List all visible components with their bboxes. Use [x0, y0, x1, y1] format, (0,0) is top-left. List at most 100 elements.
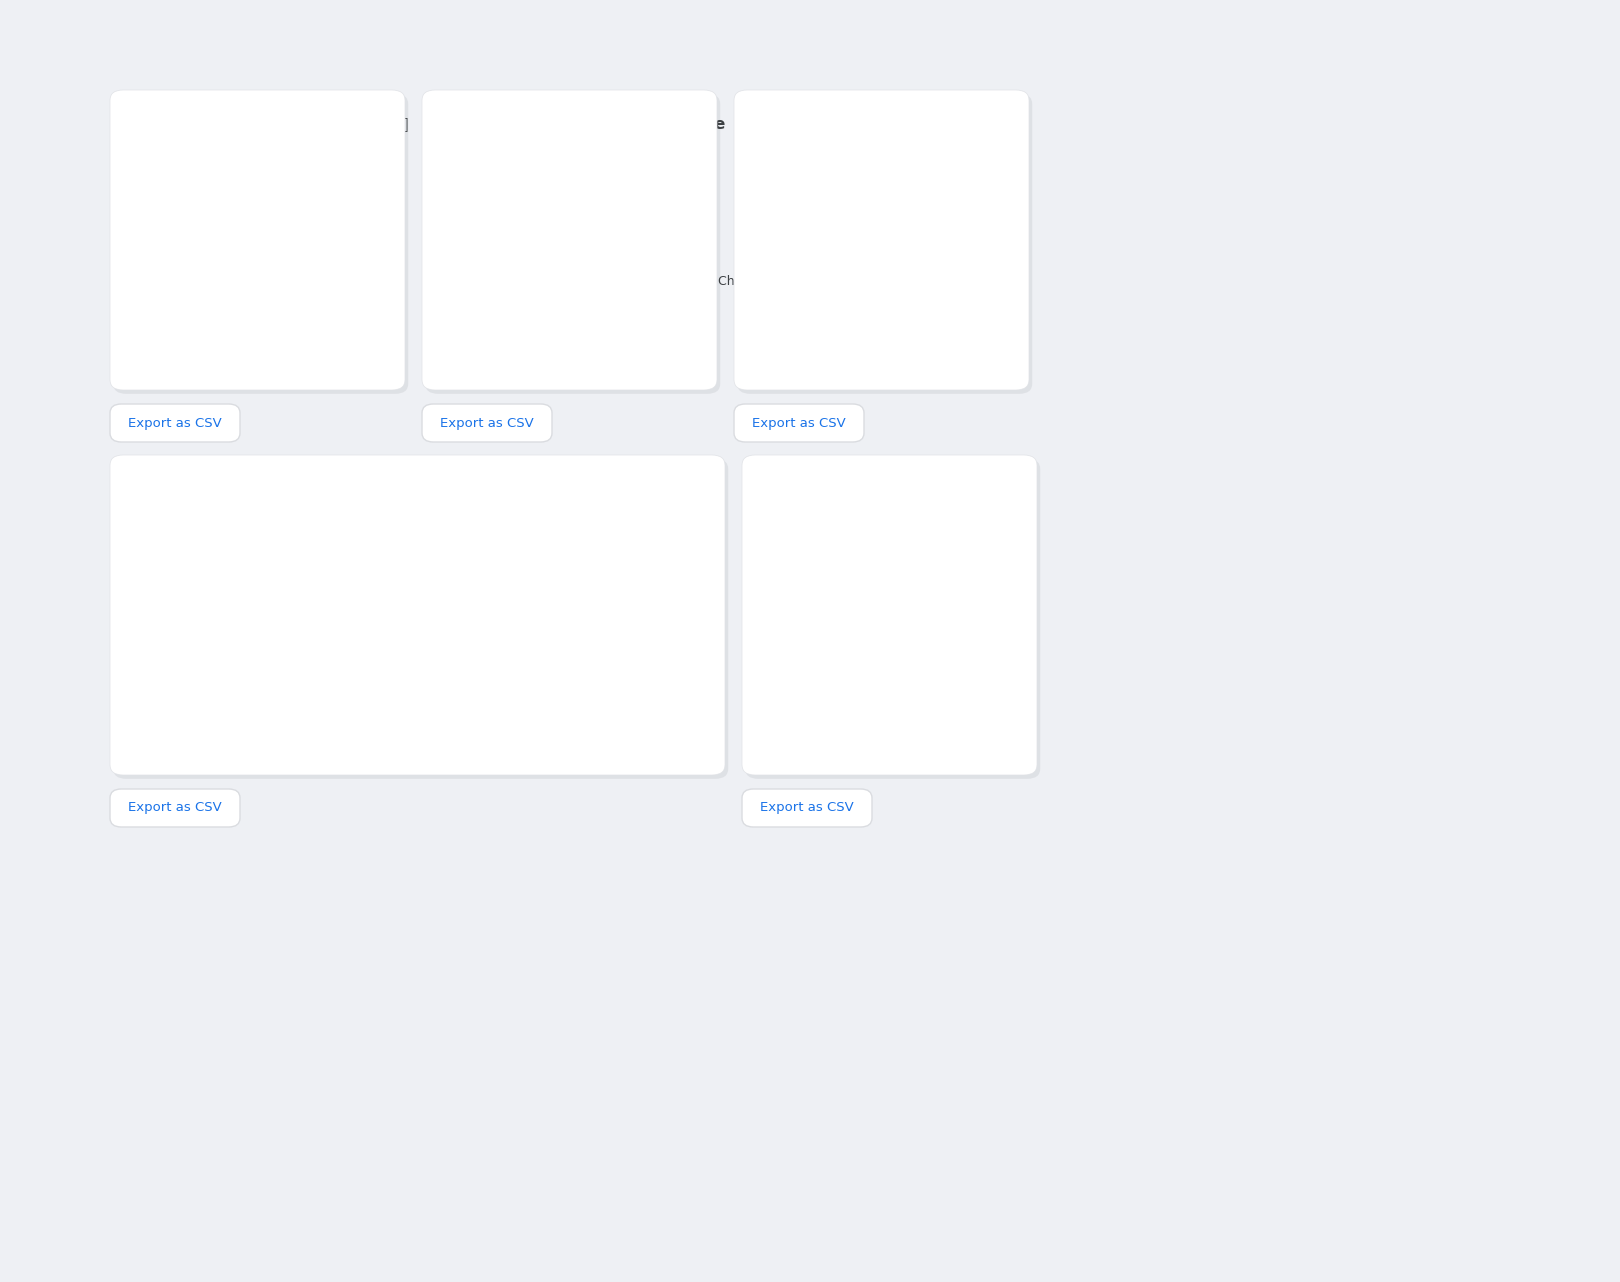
Bar [390, 687, 403, 715]
Text: June 11th 2022 to July 10th 2022: June 11th 2022 to July 10th 2022 [483, 140, 677, 153]
Bar [476, 678, 488, 715]
Bar [222, 688, 233, 715]
Text: Enabled vs Disabled  ⓘ: Enabled vs Disabled ⓘ [800, 481, 1003, 495]
Text: 20%: 20% [523, 228, 551, 241]
Bar [374, 674, 386, 688]
Bar [645, 650, 658, 715]
Text: 15%: 15% [193, 273, 220, 287]
Bar [424, 683, 437, 715]
Bar [188, 686, 199, 691]
Bar [256, 687, 267, 715]
Bar [629, 659, 640, 715]
Text: Export as CSV: Export as CSV [760, 801, 854, 814]
Text: June 11th 2022 to July 10th 2022: June 11th 2022 to July 10th 2022 [800, 504, 995, 517]
Bar [222, 681, 233, 688]
Text: 33%: 33% [881, 183, 909, 196]
Wedge shape [818, 553, 889, 617]
Text: June 11th 2022 to July 10th 2022: June 11th 2022 to July 10th 2022 [165, 504, 360, 517]
Text: 33%: 33% [570, 183, 598, 196]
Bar [238, 686, 251, 715]
Bar [272, 690, 285, 715]
Bar [595, 664, 606, 691]
Text: 20%: 20% [834, 228, 863, 241]
Bar [324, 682, 335, 695]
Bar [458, 679, 471, 715]
Bar [561, 663, 572, 687]
Text: Export as CSV: Export as CSV [441, 417, 535, 429]
Bar [794, 178, 912, 201]
Legend: Version 1, Version 2: Version 1, Version 2 [172, 736, 371, 759]
Bar [290, 691, 301, 715]
Text: 15%: 15% [505, 273, 533, 287]
Bar [170, 691, 183, 694]
Bar [170, 268, 224, 292]
Bar [510, 659, 522, 682]
Bar [526, 660, 539, 683]
Bar [204, 688, 217, 715]
Bar [442, 682, 454, 715]
Bar [238, 678, 251, 686]
Bar [476, 658, 488, 678]
Bar [483, 223, 554, 246]
Bar [663, 612, 674, 641]
Bar [611, 673, 624, 715]
Bar [595, 691, 606, 715]
Bar [794, 268, 847, 292]
Legend: Enabled, Disabled: Enabled, Disabled [787, 736, 978, 759]
Bar [272, 681, 285, 690]
Bar [408, 686, 420, 715]
Bar [290, 681, 301, 691]
Text: 32%: 32% [565, 319, 595, 332]
Bar [340, 679, 353, 692]
Text: Export as CSV: Export as CSV [752, 417, 846, 429]
Bar [577, 688, 590, 715]
Bar [306, 692, 319, 715]
Bar [577, 663, 590, 688]
Text: Weekly Users by Region  ⓘ: Weekly Users by Region ⓘ [170, 117, 408, 132]
Bar [543, 662, 556, 686]
Text: Export as CSV: Export as CSV [128, 801, 222, 814]
Bar [306, 681, 319, 692]
Text: 20%: 20% [211, 228, 238, 241]
Bar [510, 682, 522, 715]
Bar [663, 641, 674, 715]
Bar [170, 314, 285, 337]
Bar [483, 314, 596, 337]
Bar [390, 672, 403, 687]
Text: 32%: 32% [878, 319, 906, 332]
Bar [561, 687, 572, 715]
Text: 33%: 33% [258, 183, 285, 196]
Text: June 11th 2022 to July 10th 2022: June 11th 2022 to July 10th 2022 [170, 140, 366, 153]
Bar [188, 691, 199, 715]
Bar [374, 688, 386, 715]
Bar [492, 659, 505, 679]
Bar [645, 620, 658, 650]
Bar [356, 677, 369, 691]
Bar [483, 268, 536, 292]
Bar [356, 691, 369, 715]
Bar [629, 631, 640, 659]
Bar [611, 646, 624, 673]
Bar [794, 314, 909, 337]
Bar [492, 679, 505, 715]
Wedge shape [818, 553, 962, 697]
Bar [424, 665, 437, 683]
Bar [458, 660, 471, 679]
Text: Export as CSV: Export as CSV [128, 417, 222, 429]
Bar [526, 683, 539, 715]
Bar [256, 678, 267, 687]
Text: Weekly Users by Item Version  ⓘ: Weekly Users by Item Version ⓘ [165, 481, 455, 495]
Text: 32%: 32% [254, 319, 282, 332]
Bar [204, 683, 217, 688]
Bar [170, 178, 288, 201]
Text: Weekly Users by Language  ⓘ: Weekly Users by Language ⓘ [483, 117, 747, 132]
Bar [340, 692, 353, 715]
Bar [543, 686, 556, 715]
Bar [483, 178, 601, 201]
Text: 15%: 15% [816, 273, 846, 287]
Bar [324, 695, 335, 715]
Bar [794, 223, 865, 246]
Bar [442, 663, 454, 682]
Bar [408, 668, 420, 686]
Text: Weekly Users by OS  ⓘ: Weekly Users by OS ⓘ [794, 117, 995, 132]
